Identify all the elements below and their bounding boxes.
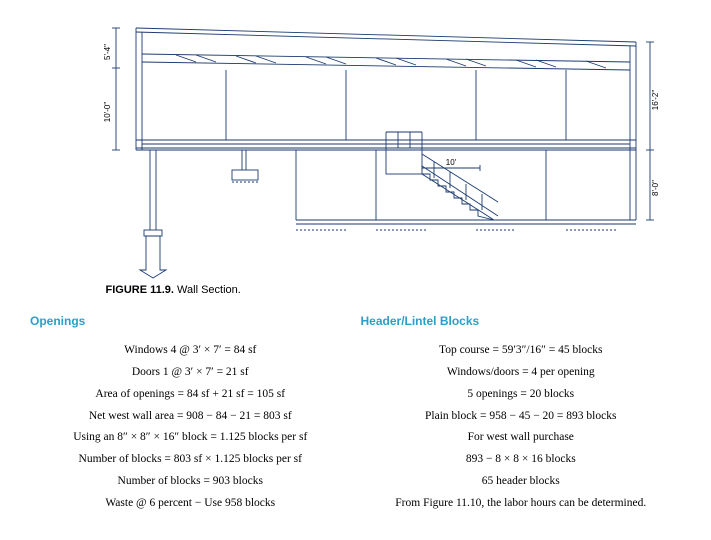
openings-line: Windows 4 @ 3′ × 7′ = 84 sf (30, 340, 351, 362)
dim-left-upper: 5'-4" (103, 44, 112, 60)
openings-line: Number of blocks = 903 blocks (30, 471, 351, 493)
header-lintel-heading: Header/Lintel Blocks (361, 314, 682, 328)
header-lintel-column: Header/Lintel Blocks Top course = 59′3″/… (361, 314, 682, 515)
header-lintel-line: 893 − 8 × 8 × 16 blocks (361, 449, 682, 471)
figure-caption: FIGURE 11.9. Wall Section. (106, 284, 666, 296)
header-lintel-line: 5 openings = 20 blocks (361, 384, 682, 406)
header-lintel-line: 65 header blocks (361, 471, 682, 493)
openings-heading: Openings (30, 314, 351, 328)
openings-line: Number of blocks = 803 sf × 1.125 blocks… (30, 449, 351, 471)
wall-section-drawing: 5'-4" 10'-0" 16'-2" 8'-0" 10' (46, 20, 666, 280)
text-columns: Openings Windows 4 @ 3′ × 7′ = 84 sf Doo… (30, 314, 681, 515)
dim-stair-run: 10' (445, 158, 456, 167)
header-lintel-line: Top course = 59′3″/16″ = 45 blocks (361, 340, 682, 362)
openings-line: Doors 1 @ 3′ × 7′ = 21 sf (30, 362, 351, 384)
dim-right-upper: 16'-2" (651, 90, 660, 111)
figure-title: Wall Section. (177, 284, 241, 296)
openings-line: Net west wall area = 908 − 84 − 21 = 803… (30, 406, 351, 428)
header-lintel-line: For west wall purchase (361, 427, 682, 449)
dim-right-lower: 8'-0" (651, 180, 660, 196)
header-lintel-note: From Figure 11.10, the labor hours can b… (361, 493, 682, 515)
figure: 5'-4" 10'-0" 16'-2" 8'-0" 10' FIGURE 11.… (46, 20, 666, 296)
dim-left-lower: 10'-0" (103, 102, 112, 123)
header-lintel-line: Plain block = 958 − 45 − 20 = 893 blocks (361, 406, 682, 428)
openings-line: Area of openings = 84 sf + 21 sf = 105 s… (30, 384, 351, 406)
openings-line: Using an 8″ × 8″ × 16″ block = 1.125 blo… (30, 427, 351, 449)
header-lintel-line: Windows/doors = 4 per opening (361, 362, 682, 384)
openings-line: Waste @ 6 percent − Use 958 blocks (30, 493, 351, 515)
figure-label: FIGURE 11.9. (106, 284, 174, 296)
openings-column: Openings Windows 4 @ 3′ × 7′ = 84 sf Doo… (30, 314, 351, 515)
